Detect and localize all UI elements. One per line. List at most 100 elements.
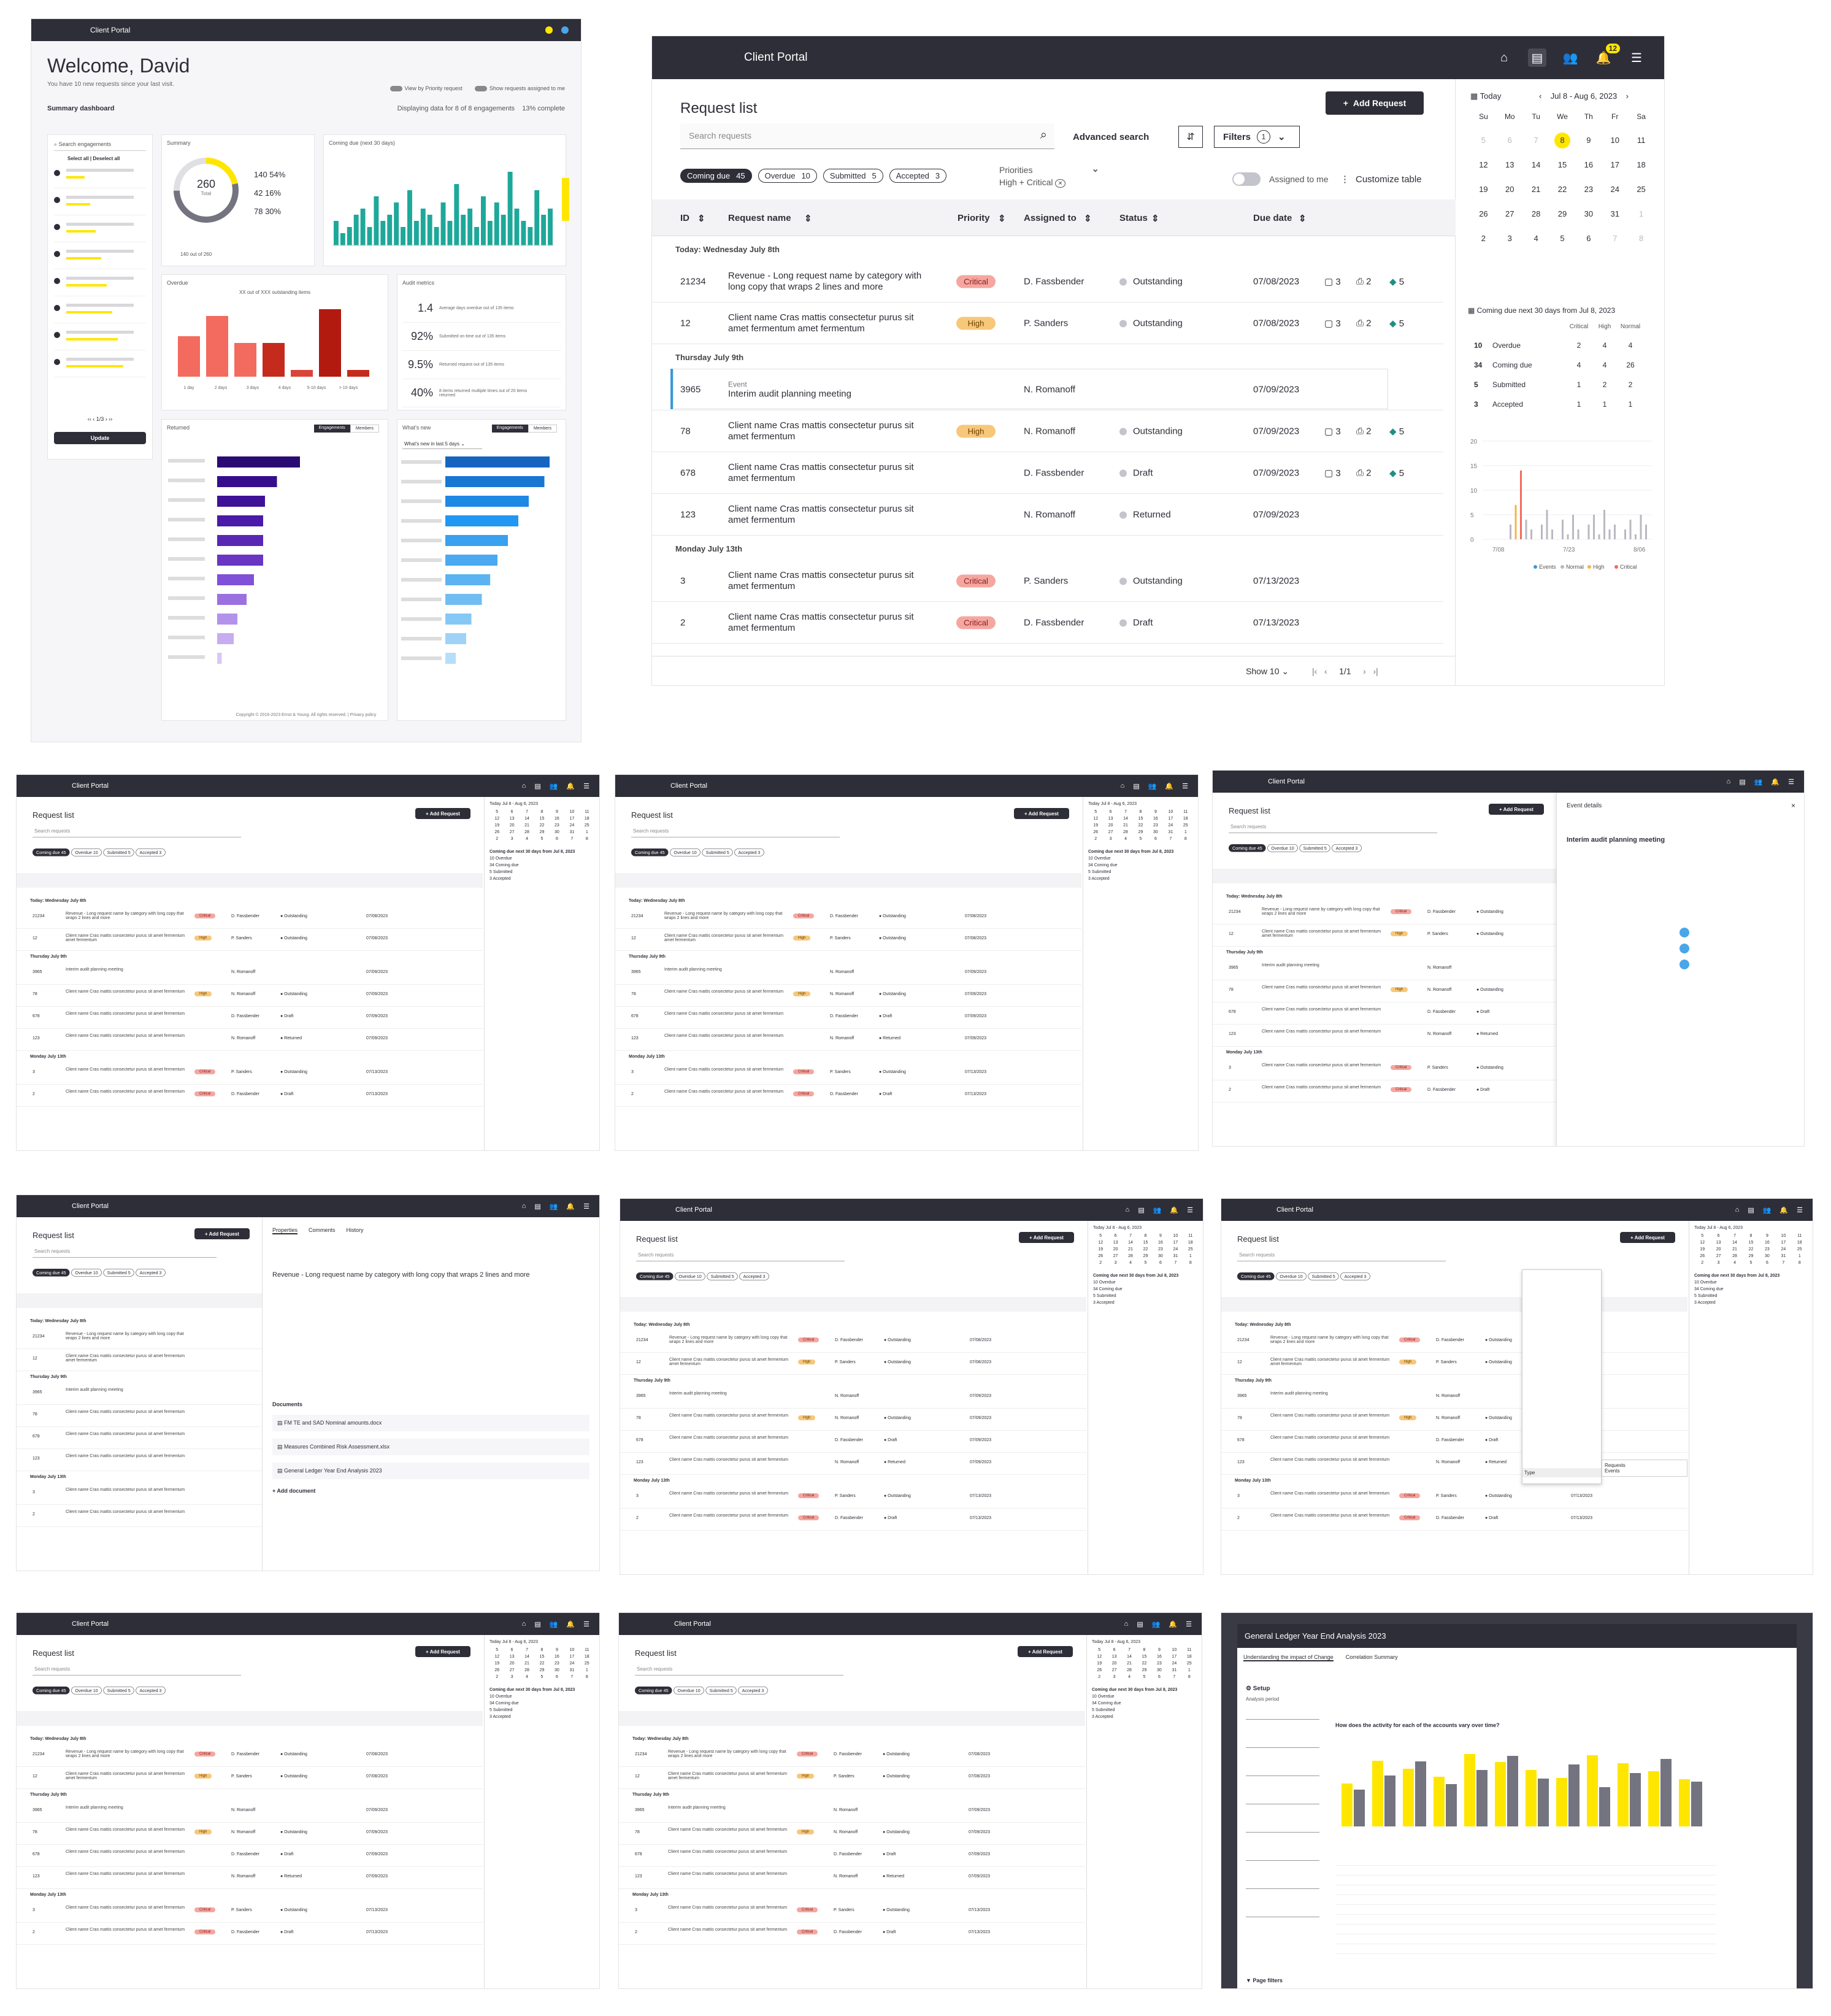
thumb-cal-day[interactable]: 29 bbox=[1138, 830, 1143, 834]
thumb-row[interactable]: 2 Client name Cras mattis consectetur pur… bbox=[1213, 1080, 1556, 1102]
thumb-cal-day[interactable]: 12 bbox=[1098, 1241, 1104, 1245]
users-icon[interactable]: 👥 bbox=[1153, 1206, 1162, 1214]
list-icon[interactable]: ▤ bbox=[1528, 48, 1546, 67]
thumb-cal-day[interactable]: 8 bbox=[585, 837, 588, 841]
thumb-cal-day[interactable]: 15 bbox=[539, 1655, 545, 1659]
thumb-chip[interactable]: Coming due 45 bbox=[1229, 844, 1266, 852]
search-input[interactable]: Search requests ⌕ bbox=[680, 123, 1054, 149]
thumb-chip[interactable]: Coming due 45 bbox=[33, 848, 70, 856]
thumb-cal-day[interactable]: 12 bbox=[1097, 1655, 1102, 1659]
thumb-cal-day[interactable]: 6 bbox=[555, 837, 558, 841]
menu-icon[interactable]: ☰ bbox=[1182, 782, 1188, 790]
setup-select[interactable] bbox=[1246, 1823, 1319, 1833]
thumb-cal-day[interactable]: 7 bbox=[526, 810, 529, 814]
chevron-down-icon-priorities[interactable]: ⌄ bbox=[1091, 164, 1100, 174]
thumb-cal-day[interactable]: 7 bbox=[1174, 1261, 1177, 1265]
thumb-cal-day[interactable]: 7 bbox=[1782, 1261, 1785, 1265]
thumb-cal-day[interactable]: 13 bbox=[1716, 1241, 1721, 1245]
engagement-item[interactable] bbox=[54, 296, 146, 323]
thumb-chip[interactable]: Accepted 3 bbox=[1340, 1272, 1370, 1280]
thumb-row[interactable]: 678 Client name Cras mattis consectetur p… bbox=[17, 1427, 262, 1449]
thumb-cal-day[interactable]: 13 bbox=[1108, 817, 1113, 821]
thumb-cal-day[interactable]: 1 bbox=[1188, 1668, 1191, 1672]
calendar-day[interactable]: 3 bbox=[1507, 234, 1512, 243]
comment-icon[interactable]: ▢ 3 bbox=[1324, 276, 1341, 287]
thumb-cal-day[interactable]: 8 bbox=[1188, 1675, 1191, 1679]
thumb-cal-day[interactable]: 5 bbox=[1749, 1261, 1752, 1265]
row-name[interactable]: Revenue - Long request name by category … bbox=[728, 270, 922, 292]
table-row[interactable]: 3965 Event Interim audit planning meeting N… bbox=[652, 369, 1443, 410]
thumb-cal-day[interactable]: 8 bbox=[1189, 1261, 1192, 1265]
thumb-cal-day[interactable]: 10 bbox=[569, 810, 575, 814]
calendar-day[interactable]: 4 bbox=[1534, 234, 1538, 243]
deselect-all[interactable]: Deselect all bbox=[93, 156, 120, 161]
thumb-chip[interactable]: Coming due 45 bbox=[636, 1272, 674, 1280]
list-icon[interactable]: ▤ bbox=[534, 782, 541, 790]
row-name[interactable]: Client name Cras mattis consectetur puru… bbox=[728, 611, 914, 633]
thumb-cal-day[interactable]: 5 bbox=[1701, 1234, 1704, 1238]
thumb-search[interactable]: Search requests bbox=[1229, 822, 1437, 833]
page-filters-label[interactable]: ▼ Page filters bbox=[1246, 1977, 1283, 1983]
filter-chip[interactable]: Coming due 45 bbox=[680, 169, 752, 183]
calendar-day[interactable]: 1 bbox=[1638, 209, 1644, 218]
home-icon[interactable]: ⌂ bbox=[521, 1202, 526, 1210]
thumb-cal-day[interactable]: 1 bbox=[1798, 1254, 1801, 1258]
thumb-chip[interactable]: Overdue 10 bbox=[1276, 1272, 1307, 1280]
thumb-add-request[interactable]: + Add Request bbox=[415, 808, 470, 819]
thumb-cal-day[interactable]: 13 bbox=[1113, 1241, 1118, 1245]
thumb-cal-day[interactable]: 2 bbox=[1701, 1261, 1704, 1265]
thumb-cal-day[interactable]: 6 bbox=[1159, 1261, 1162, 1265]
home-icon[interactable]: ⌂ bbox=[1735, 1206, 1740, 1214]
calendar-day[interactable]: 20 bbox=[1505, 185, 1514, 194]
calendar-day[interactable]: 9 bbox=[1586, 136, 1591, 145]
thumb-cal-day[interactable]: 23 bbox=[555, 1661, 559, 1666]
thumb-cal-day[interactable]: 15 bbox=[1138, 817, 1143, 821]
thumb-cal-day[interactable]: 27 bbox=[1113, 1254, 1118, 1258]
thumb-chip[interactable]: Accepted 3 bbox=[738, 1687, 768, 1695]
row-name[interactable]: Client name Cras mattis consectetur puru… bbox=[728, 420, 914, 442]
assigned-to-me-toggle[interactable]: Assigned to me bbox=[1232, 172, 1329, 186]
thumb-chip[interactable]: Submitted 5 bbox=[1308, 1272, 1339, 1280]
calendar-day[interactable]: 13 bbox=[1505, 160, 1514, 169]
thumb-row[interactable]: 3 Client name Cras mattis consectetur pur… bbox=[17, 1483, 262, 1505]
thumb-cal-day[interactable]: 16 bbox=[1765, 1241, 1770, 1245]
thumb-cal-day[interactable]: 29 bbox=[539, 830, 545, 834]
thumb-cal-day[interactable]: 17 bbox=[1173, 1241, 1178, 1245]
table-row[interactable]: 123 Client name Cras mattis consectetur p… bbox=[652, 494, 1443, 536]
thumb-cal-day[interactable]: 29 bbox=[1748, 1254, 1754, 1258]
thumb-cal-day[interactable]: 26 bbox=[494, 830, 500, 834]
thumb-row[interactable]: 21234 Revenue - Long request name by cate… bbox=[17, 907, 483, 929]
thumb-cal-day[interactable]: 7 bbox=[570, 837, 574, 841]
filter-chip[interactable]: Overdue 10 bbox=[758, 169, 817, 183]
thumb-cal-day[interactable]: 7 bbox=[570, 1675, 574, 1679]
thumb-row[interactable]: 3965 Interim audit planning meeting N. Rom… bbox=[615, 963, 1081, 985]
thumb-chip[interactable]: Coming due 45 bbox=[631, 848, 669, 856]
thumb-cal-day[interactable]: 24 bbox=[1781, 1247, 1786, 1252]
list-icon[interactable]: ▤ bbox=[1739, 778, 1746, 786]
tag-icon[interactable]: ◆ 5 bbox=[1389, 318, 1405, 329]
col-assigned[interactable]: Assigned to bbox=[1024, 213, 1077, 223]
select-all[interactable]: Select all bbox=[67, 156, 89, 161]
thumb-cal-day[interactable]: 25 bbox=[1188, 1247, 1193, 1252]
thumb-add-request[interactable]: + Add Request bbox=[194, 1228, 250, 1239]
thumb-chip[interactable]: Overdue 10 bbox=[675, 1272, 705, 1280]
detail-tab[interactable]: Comments bbox=[309, 1227, 336, 1233]
thumb-cal-day[interactable]: 14 bbox=[1732, 1241, 1737, 1245]
thumb-search[interactable]: Search requests bbox=[1237, 1250, 1446, 1261]
feedback-tab[interactable] bbox=[562, 178, 569, 221]
attachment-icon[interactable]: ⎙ 2 bbox=[1356, 426, 1372, 436]
thumb-chip[interactable]: Overdue 10 bbox=[674, 1687, 704, 1695]
thumb-cal-day[interactable]: 8 bbox=[1798, 1261, 1801, 1265]
calendar-day[interactable]: 28 bbox=[1531, 209, 1541, 218]
thumb-cal-day[interactable]: 12 bbox=[494, 1655, 500, 1659]
thumb-cal-day[interactable]: 3 bbox=[1109, 837, 1112, 841]
privacy-link[interactable]: Privacy policy bbox=[350, 713, 377, 717]
thumb-cal-day[interactable]: 16 bbox=[555, 1655, 559, 1659]
thumb-row[interactable]: 678 Client name Cras mattis consectetur p… bbox=[620, 1431, 1086, 1453]
thumb-row[interactable]: 12 Client name Cras mattis consectetur pu… bbox=[17, 1767, 483, 1789]
thumb-cal-day[interactable]: 2 bbox=[1098, 1675, 1101, 1679]
thumb-chip[interactable]: Submitted 5 bbox=[103, 1269, 134, 1277]
thumb-cal-day[interactable]: 22 bbox=[1143, 1247, 1148, 1252]
home-icon[interactable]: ⌂ bbox=[521, 1620, 526, 1628]
calendar-day[interactable]: 12 bbox=[1479, 160, 1488, 169]
